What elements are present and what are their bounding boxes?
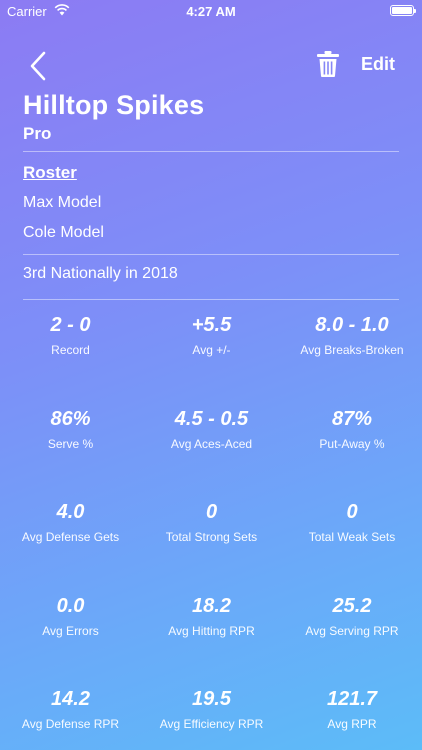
stat-total-strong-sets: 0 Total Strong Sets (141, 498, 282, 592)
stat-value: +5.5 (191, 314, 232, 336)
team-level: Pro (23, 124, 52, 143)
stat-value: 25.2 (332, 594, 372, 617)
stat-value: 0 (205, 501, 218, 523)
stat-label: Avg Defense Gets (21, 530, 120, 544)
stat-value: 4.0 (56, 501, 85, 523)
stat-value: 0 (346, 501, 358, 523)
roster-list: Max Model Cole Model (23, 193, 104, 253)
stat-label: Avg Errors (42, 623, 99, 638)
stat-label: Avg Aces-Aced (170, 436, 253, 451)
stat-avg-aces-aced: 4.5 - 0.5 Avg Aces-Aced (141, 405, 282, 499)
stat-value: 0.0 (56, 594, 85, 617)
stat-avg-hitting-rpr: 18.2 Avg Hitting RPR (141, 592, 282, 686)
stat-value: 87% (331, 407, 373, 430)
stat-label: Avg Efficiency RPR (159, 717, 264, 731)
roster-link[interactable]: Roster (23, 163, 77, 182)
stat-value: 4.5 - 0.5 (174, 407, 249, 430)
stat-value: 2 - 0 (50, 314, 91, 336)
status-time: 4:27 AM (186, 4, 236, 19)
stat-avg-rpr: 121.7 Avg RPR (282, 685, 422, 750)
stat-put-away-percent: 87% Put-Away % (282, 405, 422, 499)
stat-avg-errors: 0.0 Avg Errors (0, 592, 141, 686)
wifi-icon (54, 4, 70, 19)
stat-value: 121.7 (326, 688, 378, 710)
stat-label: Put-Away % (319, 436, 385, 451)
stats-grid: 2 - 0 Record +5.5 Avg +/- 8.0 - 1.0 Avg … (0, 311, 422, 750)
stat-value: 19.5 (192, 688, 231, 710)
ranking-text: 3rd Nationally in 2018 (23, 265, 178, 282)
stat-avg-defense-gets: 4.0 Avg Defense Gets (0, 498, 141, 592)
delete-button[interactable] (316, 50, 340, 78)
battery-icon (390, 5, 416, 16)
stat-value: 14.2 (51, 688, 90, 710)
stat-label: Avg +/- (192, 343, 231, 357)
stat-label: Avg Defense RPR (21, 717, 120, 731)
divider (23, 151, 399, 152)
stat-value: 18.2 (192, 594, 231, 617)
stat-label: Avg Breaks-Broken (300, 343, 404, 357)
stat-serve-percent: 86% Serve % (0, 405, 141, 499)
stat-label: Avg Hitting RPR (168, 623, 255, 638)
stat-value: 8.0 - 1.0 (315, 314, 389, 336)
roster-player[interactable]: Max Model (23, 194, 102, 211)
stat-label: Avg RPR (327, 717, 377, 731)
stat-label: Record (51, 343, 90, 357)
stat-avg-serving-rpr: 25.2 Avg Serving RPR (282, 592, 422, 686)
stat-label: Avg Serving RPR (305, 623, 399, 638)
stat-avg-plus-minus: +5.5 Avg +/- (141, 311, 282, 405)
status-bar: Carrier 4:27 AM (0, 0, 422, 22)
team-name: Hilltop Spikes (23, 90, 205, 120)
stat-label: Serve % (47, 436, 94, 451)
divider (23, 299, 399, 300)
divider (23, 254, 399, 255)
carrier-label: Carrier (7, 4, 47, 19)
back-button[interactable] (26, 50, 52, 82)
stat-avg-defense-rpr: 14.2 Avg Defense RPR (0, 685, 141, 750)
stat-avg-breaks-broken: 8.0 - 1.0 Avg Breaks-Broken (282, 311, 422, 405)
stat-label: Total Strong Sets (165, 530, 258, 544)
edit-button[interactable]: Edit (361, 54, 395, 74)
stat-label: Total Weak Sets (308, 530, 396, 544)
chevron-left-icon (30, 51, 46, 81)
roster-player[interactable]: Cole Model (23, 224, 104, 241)
trash-icon (317, 51, 339, 77)
stat-total-weak-sets: 0 Total Weak Sets (282, 498, 422, 592)
stat-avg-efficiency-rpr: 19.5 Avg Efficiency RPR (141, 685, 282, 750)
stat-value: 86% (50, 407, 91, 430)
stat-record: 2 - 0 Record (0, 311, 141, 405)
